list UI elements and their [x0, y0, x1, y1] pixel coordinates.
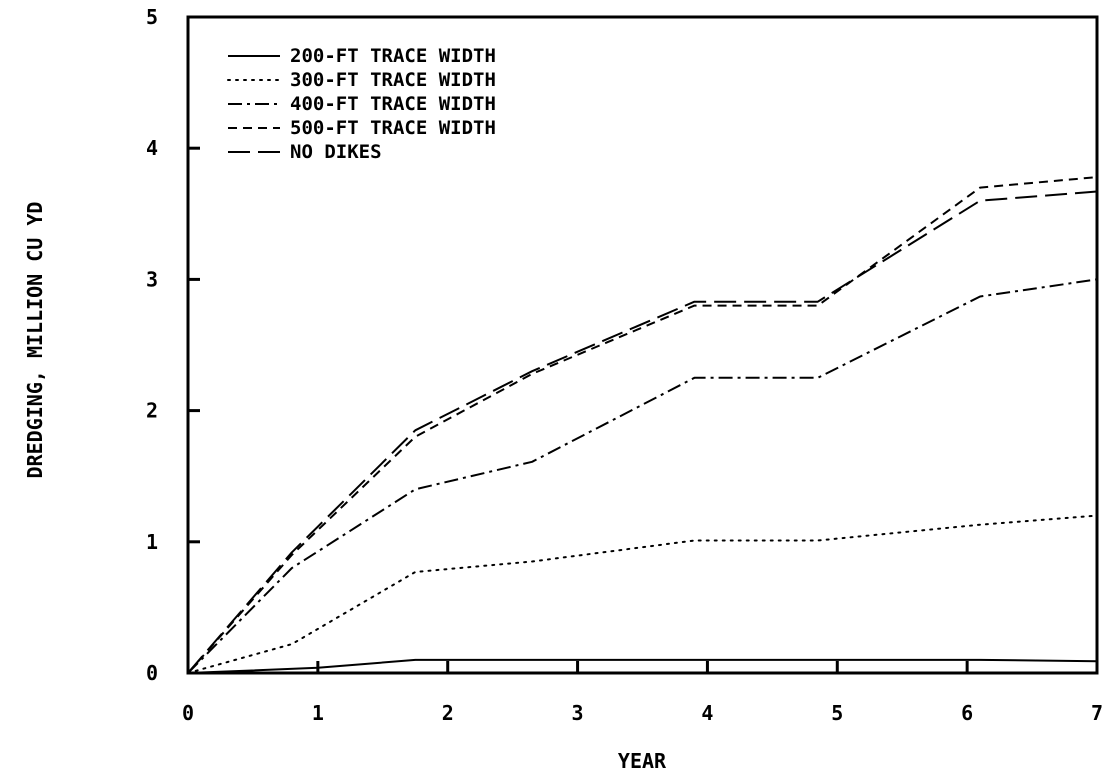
- y-tick-label: 1: [146, 530, 158, 554]
- legend-label-3: 500-FT TRACE WIDTH: [290, 117, 496, 139]
- x-tick-label: 2: [442, 701, 454, 725]
- series-line-1: [187, 514, 1098, 674]
- y-tick-label: 3: [146, 267, 158, 291]
- x-tick-label: 4: [701, 701, 713, 725]
- series-line-3: [187, 176, 1098, 674]
- y-axis-title: DREDGING, MILLION CU YD: [23, 202, 47, 479]
- x-tick-label: 6: [961, 701, 973, 725]
- plot-frame: [186, 15, 1099, 675]
- x-tick-label: 0: [182, 701, 194, 725]
- y-tick-label: 5: [146, 5, 158, 29]
- x-axis-ticks: 0 1 2 3 4 5 6 7: [182, 661, 1103, 725]
- x-tick-label: 3: [572, 701, 584, 725]
- x-tick-label: 7: [1091, 701, 1103, 725]
- x-tick-label: 1: [312, 701, 324, 725]
- legend-label-4: NO DIKES: [290, 141, 382, 163]
- y-tick-label: 2: [146, 399, 158, 423]
- y-tick-label: 0: [146, 661, 158, 685]
- y-axis-ticks: 0 1 2 3 4 5: [146, 5, 200, 685]
- y-tick-label: 4: [146, 136, 158, 160]
- series-line-0: [187, 658, 1098, 674]
- legend-label-2: 400-FT TRACE WIDTH: [290, 93, 496, 115]
- series-line-4: [187, 190, 1098, 674]
- series-lines: [187, 176, 1098, 674]
- legend-label-0: 200-FT TRACE WIDTH: [290, 45, 496, 67]
- x-axis-title: YEAR: [618, 749, 667, 773]
- x-tick-label: 5: [831, 701, 843, 725]
- legend-label-1: 300-FT TRACE WIDTH: [290, 69, 496, 91]
- plot-border: [186, 15, 1099, 675]
- series-line-2: [187, 278, 1098, 674]
